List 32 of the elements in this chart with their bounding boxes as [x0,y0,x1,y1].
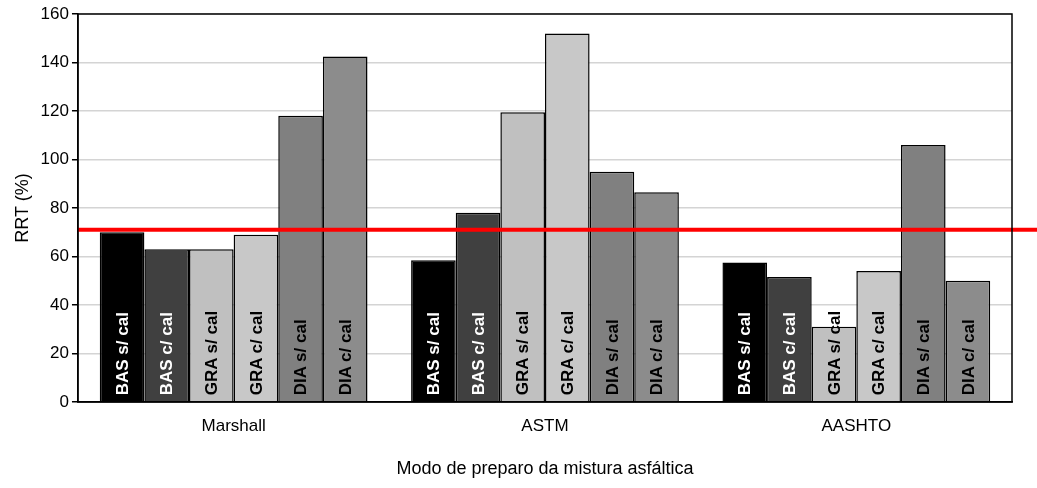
series-label: BAS s/ cal [112,312,132,396]
y-tick-label: 20 [50,343,69,363]
y-tick-label: 0 [59,391,69,411]
y-tick-label: 120 [40,100,69,120]
text: DIA c/ cal [958,319,978,396]
series-label: DIA c/ cal [335,319,355,396]
y-axis-title: RRT (%) [11,173,32,243]
text: BAS c/ cal [780,312,800,396]
y-tick-label: 60 [50,246,69,266]
text: DIA s/ cal [913,319,933,396]
x-tick-label: AASHTO [821,415,892,435]
text: DIA c/ cal [647,319,667,396]
y-tick-label: 80 [50,197,69,217]
text: GRA c/ cal [869,310,889,396]
series-label: BAS c/ cal [157,312,177,396]
y-tick-label: 140 [40,52,69,72]
text: DIA s/ cal [602,319,622,396]
text: GRA s/ cal [513,310,533,396]
text: BAS s/ cal [735,312,755,396]
x-axis-title: Modo de preparo da mistura asfáltica [396,458,695,479]
series-label: DIA s/ cal [291,319,311,396]
text: GRA c/ cal [557,310,577,396]
series-label: GRA s/ cal [202,310,222,396]
x-tick-label: ASTM [521,415,569,435]
series-label: GRA c/ cal [246,310,266,396]
text: GRA s/ cal [824,310,844,396]
text: BAS c/ cal [468,312,488,396]
y-tick-label: 160 [40,3,69,23]
text: BAS s/ cal [424,312,444,396]
y-tick-label: 100 [40,149,69,169]
x-tick-label: Marshall [201,415,266,435]
y-tick-label: 40 [50,294,69,314]
